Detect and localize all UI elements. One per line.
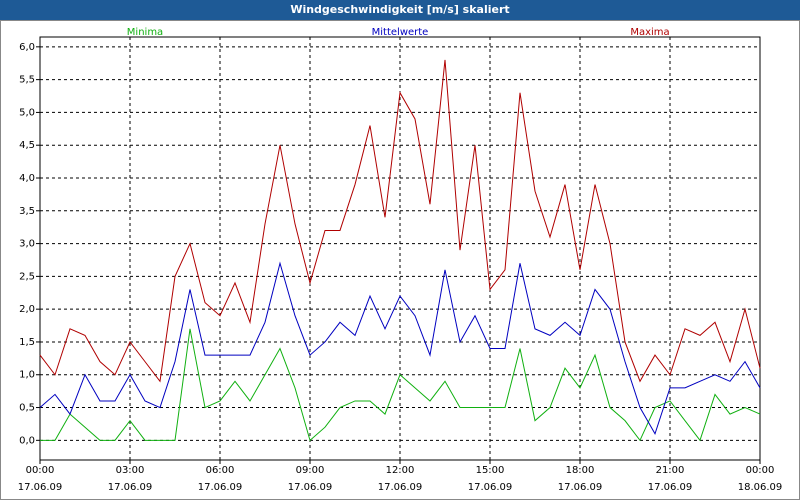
x-tick-label: 15:00 17.06.09 [467,465,513,493]
y-tick-label: 2,5 [19,271,35,282]
y-tick-label: 3,0 [19,239,35,250]
series-line [39,59,761,383]
y-tick-label: 0,0 [19,435,35,446]
legend-label: Mittelwerte [372,27,429,38]
x-tick-label: 00:00 18.06.09 [737,465,783,493]
y-tick-label: 4,5 [19,140,35,151]
series-line [39,261,761,435]
y-tick-label: 5,5 [19,75,35,86]
y-tick-label: 3,5 [19,206,35,217]
chart-title: Windgeschwindigkeit [m/s] skaliert [0,0,800,20]
x-tick-label: 06:00 17.06.09 [197,465,243,493]
legend-label: Minima [127,27,163,38]
x-tick-label: 09:00 17.06.09 [287,465,333,493]
y-tick-label: 5,0 [19,107,35,118]
y-tick-label: 1,0 [19,370,35,381]
y-tick-label: 2,0 [19,304,35,315]
x-tick-label: 12:00 17.06.09 [377,465,423,493]
series-line [40,328,761,442]
legend-label: Maxima [630,27,669,38]
x-tick-label: 18:00 17.06.09 [557,465,603,493]
y-tick-label: 0,5 [19,403,35,414]
y-tick-label: 1,5 [19,337,35,348]
y-tick-label: 4,0 [19,173,35,184]
x-tick-label: 03:00 17.06.09 [107,465,153,493]
x-tick-label: 00:00 17.06.09 [17,465,63,493]
y-tick-label: 6,0 [19,42,35,53]
x-tick-label: 21:00 17.06.09 [647,465,693,493]
